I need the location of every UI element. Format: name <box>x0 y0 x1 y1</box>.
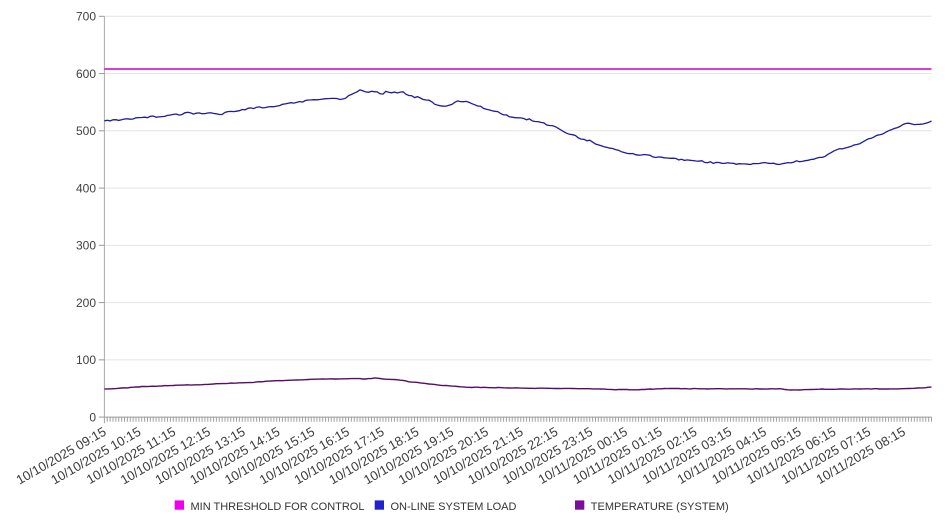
svg-text:500: 500 <box>76 124 96 138</box>
svg-text:200: 200 <box>76 296 96 310</box>
svg-text:600: 600 <box>76 67 96 81</box>
svg-text:ON-LINE SYSTEM LOAD: ON-LINE SYSTEM LOAD <box>391 501 517 513</box>
svg-text:700: 700 <box>76 10 96 24</box>
svg-text:100: 100 <box>76 353 96 367</box>
svg-text:MIN THRESHOLD FOR CONTROL: MIN THRESHOLD FOR CONTROL <box>191 501 365 513</box>
svg-text:0: 0 <box>89 410 96 424</box>
svg-text:400: 400 <box>76 181 96 195</box>
svg-text:TEMPERATURE (SYSTEM): TEMPERATURE (SYSTEM) <box>591 501 729 513</box>
svg-text:300: 300 <box>76 239 96 253</box>
